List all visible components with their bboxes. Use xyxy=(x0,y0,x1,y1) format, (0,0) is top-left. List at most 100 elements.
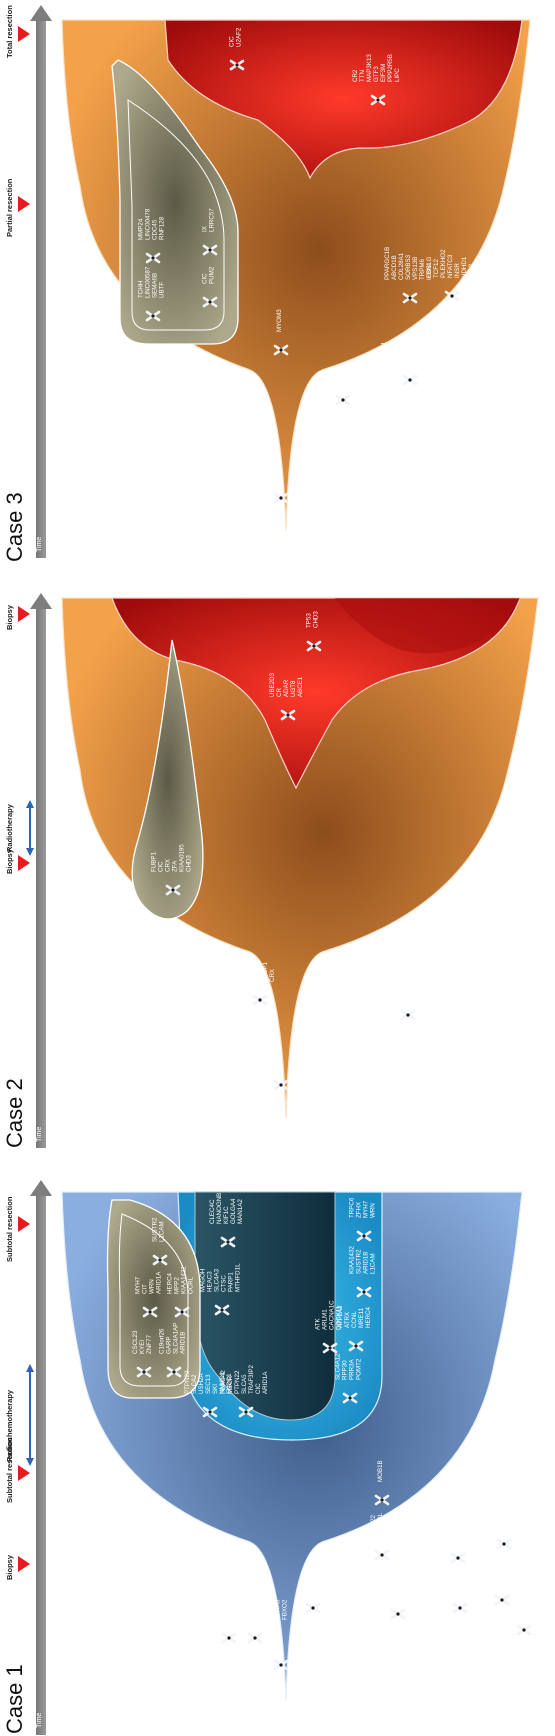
gene-label: LIPC xyxy=(394,68,401,82)
gene-label: KIAA0195 xyxy=(179,844,186,872)
gene-label: ABCD1B xyxy=(391,255,398,280)
gene-label: PARP1 xyxy=(228,1272,235,1292)
gene-label: COL28A1 xyxy=(398,252,405,280)
mutation-group: TRIM22 ETNPPL EGF xyxy=(370,1512,391,1561)
mutation-group: TTN DNTT xyxy=(516,1595,532,1636)
gene-label: MYOM3 xyxy=(276,309,283,332)
gene-label: KIF1C xyxy=(223,1206,230,1224)
gene-label: TRAF5 xyxy=(388,342,395,362)
mutation-group: MYH7 CIT WRN ARID1A xyxy=(135,1271,163,1318)
case-2-biopsy-1-label: Biopsy xyxy=(5,848,14,874)
gene-label: SEC13 xyxy=(205,1374,212,1394)
case-3-time-label: Time xyxy=(36,537,43,552)
gene-label: TP53 xyxy=(306,613,313,628)
mutation-group: IDH1 xyxy=(273,1052,289,1091)
gene-label: DNTT xyxy=(523,1595,530,1612)
chromosome-icon xyxy=(202,1406,218,1418)
chromosome-icon xyxy=(356,1286,372,1298)
gene-label: CIC xyxy=(202,273,209,284)
gene-label: MTHFD1L xyxy=(235,1263,242,1292)
gene-label: ZNF790 xyxy=(255,959,262,982)
gene-label: ABCE1 xyxy=(297,676,304,697)
gene-label: MYH7 xyxy=(135,1276,142,1294)
gene-label: KIAA1432 xyxy=(181,1266,188,1294)
gene-label: CRX xyxy=(165,859,172,872)
gene-label: L1CAM xyxy=(370,1253,377,1274)
gene-label: SLC4A1AP xyxy=(173,1323,180,1354)
case-3-olive-subclone xyxy=(127,99,225,331)
gene-label: SLCA5 xyxy=(241,1374,248,1394)
gene-label: WRN xyxy=(149,1279,156,1294)
mutation-group: CR2 TTN MAP3K13 GTF3 EIF3M PPP2R5B LIPC xyxy=(352,54,401,106)
gene-label: PPARGC1B xyxy=(384,247,391,280)
gene-label: CACNA1C xyxy=(329,1300,336,1330)
gene-label: TRPM6 xyxy=(386,975,393,997)
case-2-biopsy-1-marker xyxy=(18,855,30,871)
gene-label: LRRC1 xyxy=(407,976,414,997)
chromosome-icon xyxy=(402,292,418,304)
chromosome-icon xyxy=(220,1236,236,1248)
gene-label: DOCK11 xyxy=(336,1305,343,1330)
chromosome-icon xyxy=(145,310,161,322)
case-2-time-label: Time xyxy=(36,1127,43,1142)
case-1-panel: Time Biopsy Subtotal resection xyxy=(2,1180,532,1735)
gene-label: CSCL23 xyxy=(132,1330,139,1354)
mutation-group: C19orf26 GARP SLC4A1AP ARID1B xyxy=(159,1323,187,1378)
case-1-time-axis xyxy=(36,1195,46,1735)
mutation-group: KIAA1432 SUSTR2 ARID1B L1CAM xyxy=(349,1246,377,1298)
gene-label: OCRL xyxy=(188,1276,195,1294)
gene-label: FBXO2 xyxy=(240,1599,247,1620)
gene-label: USH2A xyxy=(198,1372,205,1394)
chromosome-icon xyxy=(402,374,418,386)
chromosome-icon xyxy=(280,709,296,721)
gene-label: ZFA xyxy=(172,860,179,872)
gene-label: ICOSLG xyxy=(426,256,433,280)
mutation-group: IX LRRC57 xyxy=(202,208,218,256)
chromosome-icon xyxy=(444,290,460,302)
gene-label: FUBP1 xyxy=(262,961,269,982)
chromosome-icon xyxy=(238,1406,254,1418)
case-2-olive-clone xyxy=(131,639,204,920)
chromosome-icon xyxy=(496,1538,512,1550)
gene-label: TTN xyxy=(228,1608,235,1620)
gene-label: IDH1 xyxy=(276,1632,283,1647)
chromosome-icon xyxy=(494,1594,510,1606)
gene-label: MRE11 xyxy=(358,1307,365,1328)
mutation-group: PPARGC1B ABCD1B COL28A1 SORBS3 VPS13B TRPM6 IC… xyxy=(384,247,433,304)
mutation-group: FNDC4 LRP2 xyxy=(494,1561,510,1606)
gene-label: ATK xyxy=(315,1318,322,1330)
gene-label: FAT4 xyxy=(430,347,437,362)
gene-label: LRP2 xyxy=(501,1566,508,1582)
gene-label: MOB1B xyxy=(377,1460,384,1482)
gene-label: TRPM6 xyxy=(419,258,426,280)
gene-label: PLEKHO2 xyxy=(440,249,447,278)
gene-label: OR4A5 xyxy=(275,1599,282,1620)
gene-label: KIAA1430 xyxy=(308,1562,315,1590)
case-2-biopsy-2-marker xyxy=(18,606,30,622)
gene-label: ATP2A2 xyxy=(337,1305,344,1328)
chromosome-icon xyxy=(165,884,181,896)
chromosome-icon xyxy=(229,59,245,71)
chromosome-icon xyxy=(247,1632,263,1644)
mutation-group: TRIM22 EGF ETNPPL MOB1B xyxy=(383,1571,411,1620)
case-2-radiotherapy-label: Radiotherapy xyxy=(5,803,14,852)
gene-label: TLL2 xyxy=(468,263,475,278)
gene-label: SKI xyxy=(212,1384,219,1394)
case-3-olive-clone xyxy=(111,59,239,345)
gene-label: EIF3M xyxy=(380,64,387,82)
gene-label: GTF3 xyxy=(373,66,380,82)
gene-label: EGF xyxy=(390,1583,397,1596)
mutation-group: CIC U2AF2 xyxy=(229,27,245,71)
gene-label: PTPN22 xyxy=(184,1370,191,1394)
gene-label: KRT30 xyxy=(268,1600,275,1620)
mutation-group: EXT1 FLASH PLAG1 xyxy=(492,1505,513,1550)
gene-label: FNDC4 xyxy=(494,1561,501,1582)
mutation-group: FUBP1 DENND2 ZNF790 FUBP1 CRX xyxy=(241,956,276,1006)
gene-label: SUSTR2 xyxy=(356,1249,363,1274)
case-3-event-markers: Partial resection Total resection xyxy=(5,5,30,237)
gene-label: HEAC3 xyxy=(207,1271,214,1292)
gene-label: FAM228B xyxy=(379,970,386,997)
case-3-total-resection-marker xyxy=(18,26,30,42)
